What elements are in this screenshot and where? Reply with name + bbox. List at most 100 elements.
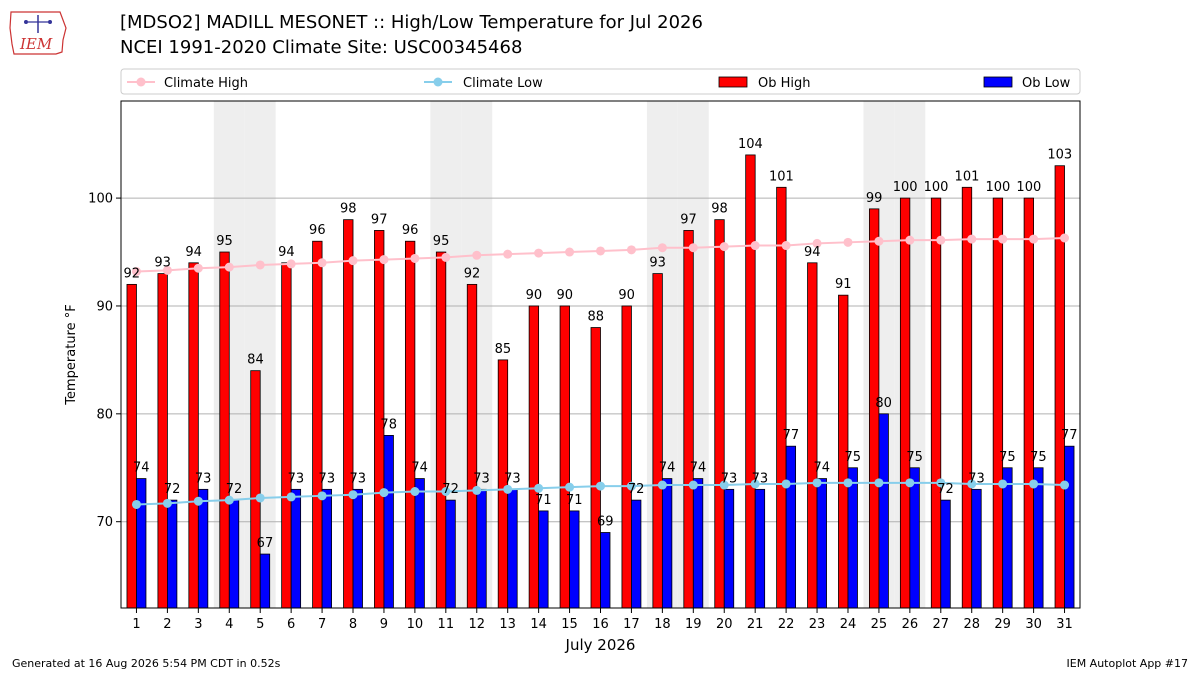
x-tick-label: 21 — [747, 617, 764, 632]
climate-low-point — [348, 490, 358, 500]
climate-high-point — [193, 263, 203, 273]
ob-high-label: 90 — [557, 288, 574, 303]
ob-high-label: 93 — [154, 256, 171, 271]
ob-high-label: 100 — [893, 180, 918, 195]
x-tick-label: 16 — [592, 617, 609, 632]
ob-high-bar — [343, 219, 354, 609]
ob-low-bar — [661, 478, 673, 609]
x-tick-label: 15 — [561, 617, 578, 632]
y-tick-label: 70 — [96, 515, 113, 530]
ob-high-label: 94 — [804, 245, 821, 260]
legend-climate-high-label: Climate High — [164, 76, 248, 91]
climate-low-point — [998, 479, 1008, 489]
plot-frame — [120, 100, 1081, 609]
ob-low-label: 72 — [164, 482, 181, 497]
ob-high-label: 92 — [464, 266, 481, 281]
climate-low-point — [565, 482, 575, 492]
ob-low-bar — [754, 488, 766, 609]
ob-low-bar — [909, 467, 920, 609]
logo-text: IEM — [19, 35, 53, 53]
ob-high-label: 84 — [247, 353, 264, 368]
ob-low-label: 73 — [319, 471, 336, 486]
ob-high-bar — [466, 283, 478, 609]
ob-high-label: 92 — [123, 266, 140, 281]
climate-high-point — [410, 253, 420, 263]
x-tick-label: 20 — [716, 617, 733, 632]
climate-high-point — [565, 247, 575, 257]
ob-high-bar — [1054, 165, 1065, 609]
app-credit: IEM Autoplot App #17 — [1066, 657, 1189, 670]
ob-high-label: 91 — [835, 277, 852, 292]
climate-high-point — [626, 245, 636, 255]
climate-low-point — [843, 478, 853, 488]
climate-high-point — [874, 236, 884, 246]
legend-ob-high-swatch — [718, 76, 748, 88]
ob-high-label: 101 — [769, 169, 794, 184]
ob-low-bar — [538, 510, 549, 609]
ob-low-label: 72 — [628, 482, 645, 497]
climate-low-point — [131, 499, 141, 509]
climate-low-point — [1060, 480, 1070, 490]
iem-logo: IEM — [9, 11, 67, 55]
x-tick-label: 19 — [685, 617, 702, 632]
ob-low-bar — [1064, 445, 1075, 609]
climate-low-point — [750, 479, 760, 489]
climate-low-point — [379, 488, 389, 498]
climate-low-point — [1029, 479, 1039, 489]
x-tick-label: 30 — [1025, 617, 1042, 632]
ob-low-label: 78 — [380, 417, 397, 432]
x-tick-label: 1 — [132, 617, 140, 632]
x-tick-label: 14 — [530, 617, 547, 632]
ob-low-bar — [723, 488, 735, 609]
climate-low-point — [874, 478, 884, 488]
ob-low-label: 73 — [504, 471, 521, 486]
chart-subtitle: NCEI 1991-2020 Climate Site: USC00345468 — [120, 37, 523, 58]
ob-high-bar — [992, 197, 1004, 609]
y-tick-label: 90 — [96, 299, 113, 314]
climate-high-point — [998, 234, 1008, 244]
ob-low-bar — [228, 499, 240, 609]
x-tick-label: 10 — [407, 617, 424, 632]
climate-low-point — [534, 483, 544, 493]
x-tick-label: 5 — [256, 617, 264, 632]
x-tick-label: 8 — [349, 617, 357, 632]
ob-high-label: 90 — [618, 288, 635, 303]
x-tick-label: 28 — [963, 617, 980, 632]
ob-low-bar — [1002, 467, 1013, 609]
x-tick-label: 13 — [499, 617, 516, 632]
iowa-outline — [9, 11, 67, 55]
ob-high-label: 85 — [495, 342, 512, 357]
ob-low-bar — [971, 488, 982, 609]
ob-high-bar — [590, 327, 601, 609]
ob-high-bar — [745, 154, 756, 609]
climate-low-point — [224, 495, 234, 505]
climate-low-point — [905, 478, 915, 488]
ob-high-bar — [157, 273, 168, 609]
ob-low-label: 75 — [1030, 450, 1047, 465]
ob-high-label: 96 — [402, 223, 419, 238]
ob-low-label: 73 — [473, 471, 490, 486]
climate-high-point — [379, 255, 389, 265]
climate-low-point — [441, 486, 451, 496]
ob-high-bar — [126, 283, 137, 609]
ob-low-label: 71 — [566, 493, 583, 508]
climate-high-point — [441, 252, 451, 262]
climate-low-point — [936, 478, 946, 488]
ob-high-bar — [435, 251, 447, 609]
ob-low-label: 75 — [999, 450, 1016, 465]
climate-low-point — [688, 480, 698, 490]
climate-high-point — [967, 234, 977, 244]
ob-high-bar — [961, 186, 973, 609]
ob-high-label: 96 — [309, 223, 326, 238]
ob-high-bar — [930, 197, 942, 609]
ob-high-label: 98 — [340, 202, 357, 217]
generated-note: Generated at 16 Aug 2026 5:54 PM CDT in … — [12, 657, 281, 670]
ob-low-bar — [197, 488, 209, 609]
ob-high-bar — [652, 273, 663, 609]
climate-low-point — [719, 480, 729, 490]
climate-low-point — [286, 492, 296, 502]
ob-low-label: 73 — [288, 471, 305, 486]
x-tick-label: 18 — [654, 617, 671, 632]
climate-low-point — [472, 485, 482, 495]
climate-low-point — [503, 484, 513, 494]
